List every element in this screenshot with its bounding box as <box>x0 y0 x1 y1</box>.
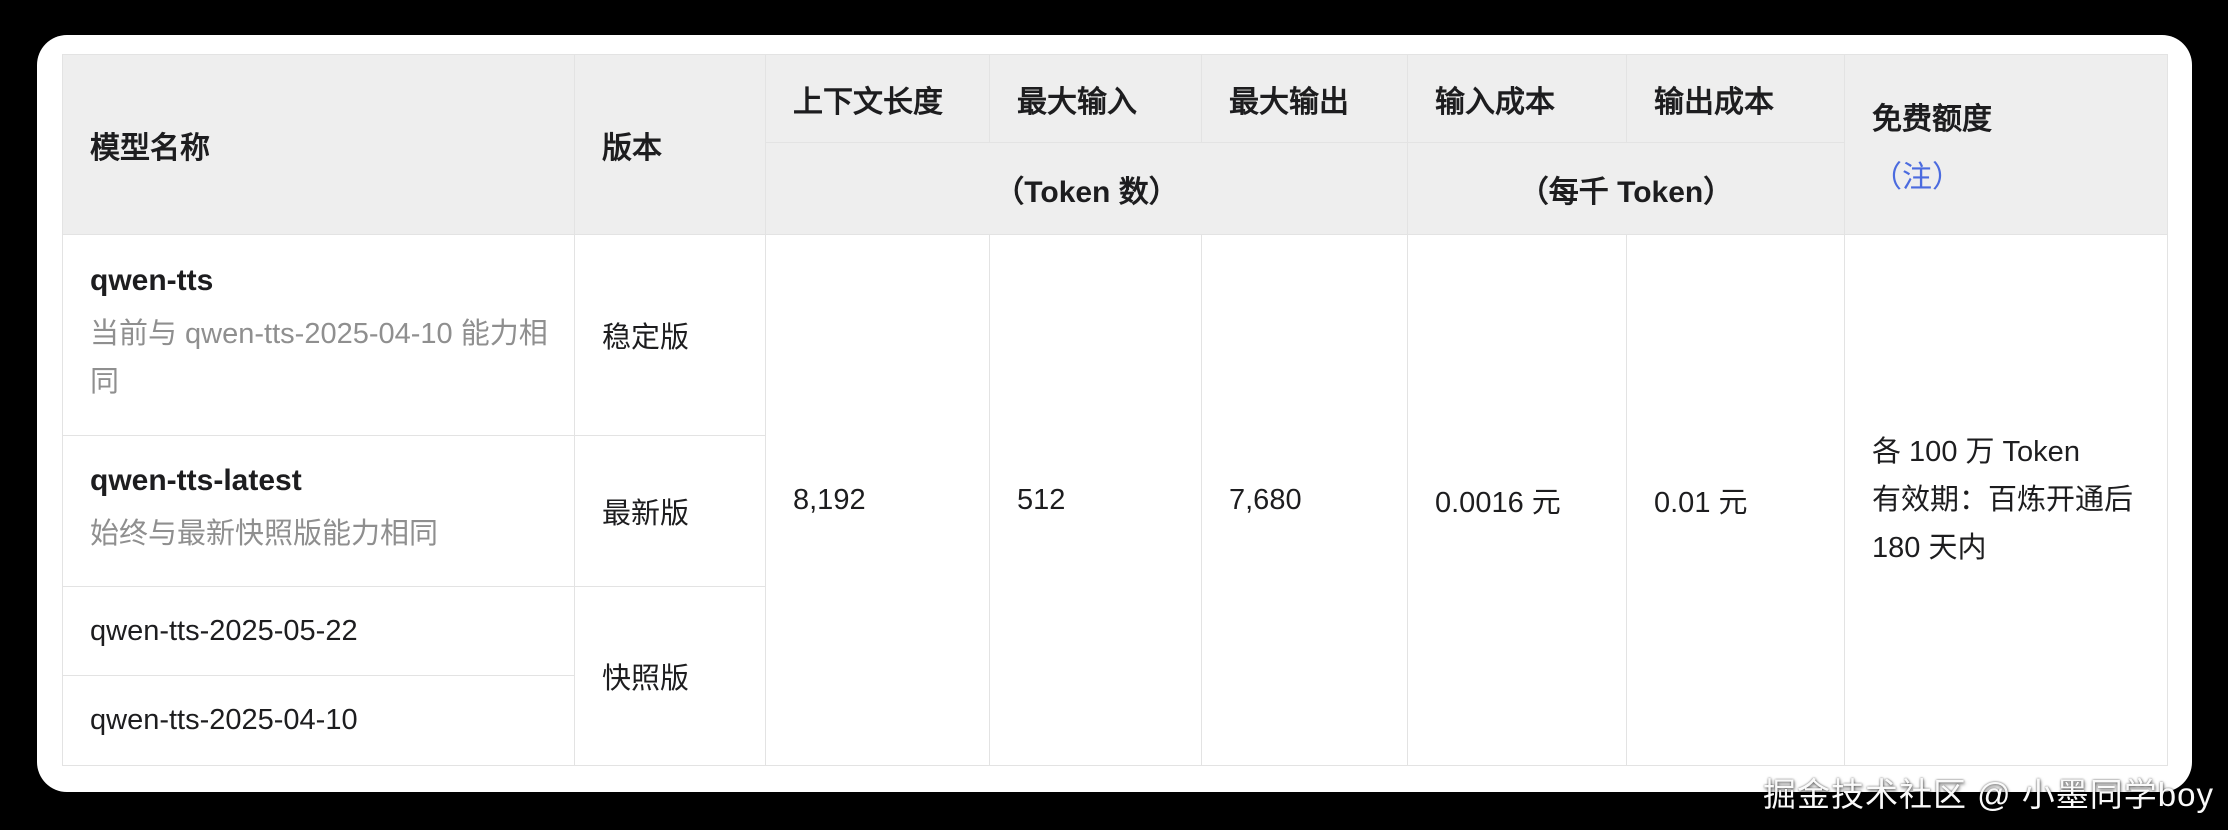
model-description: 当前与 qwen-tts-2025-04-10 能力相同 <box>90 318 548 398</box>
model-name: qwen-tts <box>90 264 214 297</box>
version-cell-latest: 最新版 <box>574 435 766 587</box>
model-cell-qwen-tts-latest: qwen-tts-latest 始终与最新快照版能力相同 <box>62 435 575 587</box>
context-length-value: 8,192 <box>765 234 990 766</box>
version-cell-stable: 稳定版 <box>574 234 766 436</box>
max-output-value: 7,680 <box>1201 234 1408 766</box>
model-cell-qwen-tts-2025-05-22: qwen-tts-2025-05-22 <box>62 586 575 676</box>
model-cell-qwen-tts: qwen-tts 当前与 qwen-tts-2025-04-10 能力相同 <box>62 234 575 436</box>
model-name: qwen-tts-2025-05-22 <box>90 614 358 647</box>
model-pricing-table: 模型名称 版本 上下文长度 最大输入 最大输出 输入成本 输出成本 免费额度 （… <box>62 54 2168 766</box>
subheader-token-count: （Token 数） <box>765 142 1408 235</box>
subheader-per-thousand-token: （每千 Token） <box>1407 142 1845 235</box>
free-quota-line: 各 100 万 Token <box>1872 436 2080 468</box>
table-row-qwen-tts-2025-04-10: qwen-tts-2025-04-10 <box>62 675 2168 766</box>
column-header-free-quota: 免费额度 （注） <box>1844 54 2168 235</box>
column-header-output-cost: 输出成本 <box>1626 54 1845 143</box>
model-description: 始终与最新快照版能力相同 <box>90 518 439 550</box>
free-quota-note-link[interactable]: （注） <box>1872 160 1962 194</box>
model-cell-qwen-tts-2025-04-10: qwen-tts-2025-04-10 <box>62 675 575 766</box>
watermark: 掘金技术社区 @ 小墨同学boy <box>1762 776 2214 813</box>
column-header-context-length: 上下文长度 <box>765 54 990 143</box>
model-name: qwen-tts-latest <box>90 464 302 497</box>
output-cost-value: 0.01 元 <box>1626 234 1845 766</box>
free-quota-line: 有效期：百炼开通后 <box>1872 484 2134 516</box>
version-cell-snapshot: 快照版 <box>574 586 766 766</box>
column-header-model-name: 模型名称 <box>62 54 575 235</box>
model-name: qwen-tts-2025-04-10 <box>90 704 358 736</box>
table-row-qwen-tts-latest: qwen-tts-latest 始终与最新快照版能力相同 最新版 <box>62 435 2168 587</box>
max-input-value: 512 <box>989 234 1202 766</box>
free-quota-line: 180 天内 <box>1872 532 1987 564</box>
free-quota-value: 各 100 万 Token 有效期：百炼开通后 180 天内 <box>1844 234 2168 766</box>
column-header-max-output: 最大输出 <box>1201 54 1408 143</box>
free-quota-header-label: 免费额度 <box>1872 102 1992 136</box>
content-card: 模型名称 版本 上下文长度 最大输入 最大输出 输入成本 输出成本 免费额度 （… <box>37 35 2192 792</box>
column-header-input-cost: 输入成本 <box>1407 54 1627 143</box>
column-header-version: 版本 <box>574 54 766 235</box>
input-cost-value: 0.0016 元 <box>1407 234 1627 766</box>
table-row-qwen-tts-2025-05-22: qwen-tts-2025-05-22 快照版 <box>62 586 2168 766</box>
column-header-max-input: 最大输入 <box>989 54 1202 143</box>
table-row-qwen-tts: qwen-tts 当前与 qwen-tts-2025-04-10 能力相同 稳定… <box>62 234 2168 766</box>
